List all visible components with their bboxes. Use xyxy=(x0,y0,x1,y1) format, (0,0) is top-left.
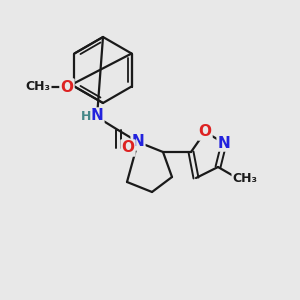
Text: N: N xyxy=(132,134,144,149)
Text: O: O xyxy=(199,124,212,140)
Text: O: O xyxy=(122,140,134,155)
Text: N: N xyxy=(91,109,103,124)
Text: H: H xyxy=(81,110,91,122)
Text: N: N xyxy=(218,136,230,151)
Text: CH₃: CH₃ xyxy=(232,172,257,184)
Text: CH₃: CH₃ xyxy=(26,80,50,94)
Text: O: O xyxy=(61,80,74,94)
